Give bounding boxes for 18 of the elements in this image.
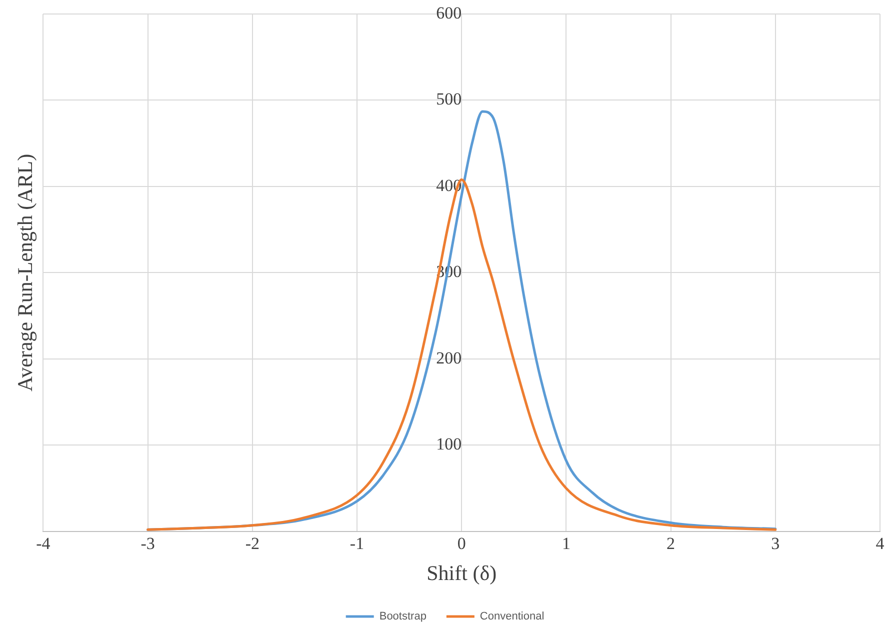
x-tick-label: 0 [457, 534, 466, 554]
x-tick-label: -1 [350, 534, 364, 554]
x-tick-label: 1 [562, 534, 570, 554]
legend-label: Conventional [480, 610, 544, 623]
x-tick-label: 2 [666, 534, 676, 554]
x-tick-label: 3 [771, 534, 780, 554]
y-tick-label: 500 [436, 90, 462, 109]
x-tick-label: -2 [245, 534, 260, 554]
x-tick-label: 4 [876, 534, 885, 554]
y-tick-label: 200 [436, 348, 462, 368]
x-tick-label: -3 [140, 534, 155, 554]
y-axis-title: Average Run-Length (ARL) [13, 154, 38, 392]
legend-label: Bootstrap [379, 610, 426, 623]
y-tick-label: 600 [436, 3, 462, 22]
x-axis-title: Shift (δ) [426, 560, 497, 585]
x-tick-label: -4 [36, 534, 51, 554]
line-series [146, 178, 777, 531]
y-tick-label: 100 [436, 434, 462, 454]
